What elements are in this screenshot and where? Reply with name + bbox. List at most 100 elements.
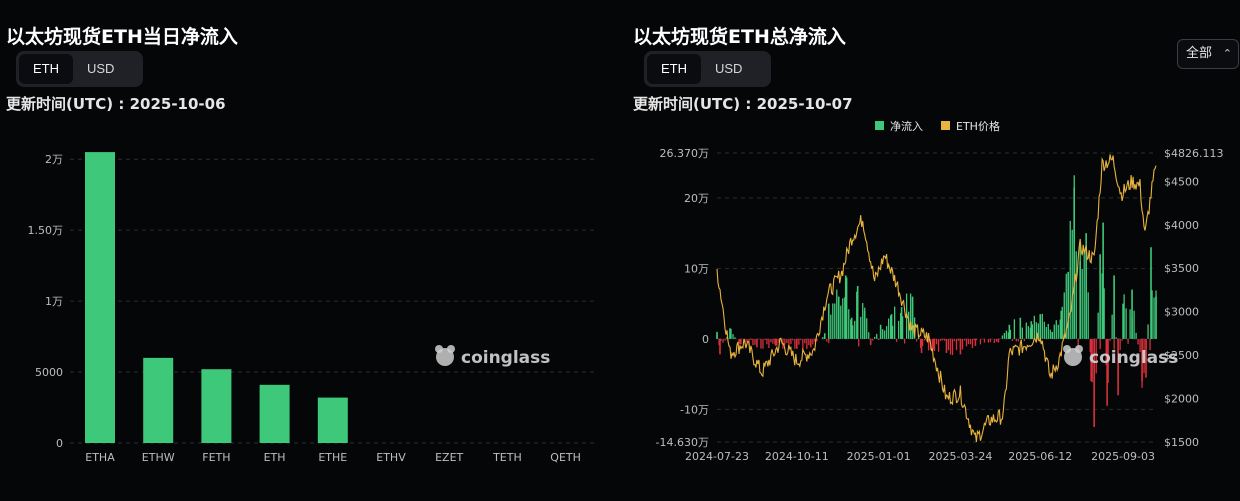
flow-bar <box>832 303 834 339</box>
flow-bar-key <box>932 338 935 350</box>
flow-bar <box>1147 324 1149 339</box>
range-select-value: 全部 <box>1186 46 1213 61</box>
flow-bar <box>939 338 942 341</box>
flow-bar-key <box>890 314 893 339</box>
flow-bar <box>1115 337 1117 339</box>
right-right-y-tick-label: $2000 <box>1164 393 1199 406</box>
price-line <box>716 154 1157 442</box>
flow-bar-key <box>796 338 798 349</box>
flow-bar <box>798 338 800 345</box>
flow-bar-key <box>863 310 866 339</box>
flow-bar-key <box>1079 261 1081 339</box>
flow-bar <box>941 338 944 341</box>
flow-bar <box>913 317 916 339</box>
flow-bar-key <box>1067 271 1069 339</box>
flow-bar <box>1057 324 1059 339</box>
flow-bar <box>975 338 978 341</box>
flow-bar <box>935 338 938 345</box>
left-y-tick-label: 1万 <box>45 295 63 308</box>
flow-bar <box>754 338 756 345</box>
flow-bar <box>1041 313 1043 339</box>
flow-bar <box>1105 338 1107 366</box>
flow-bar-key <box>837 296 840 339</box>
left-bar-feth <box>201 369 232 443</box>
left-y-tick-label: 1.50万 <box>28 224 64 237</box>
flow-bar <box>1043 321 1045 339</box>
flow-bar <box>724 338 726 341</box>
flow-bar <box>844 297 846 339</box>
flow-bar <box>868 332 870 339</box>
coinglass-watermark: coinglass <box>1063 345 1178 368</box>
flow-bar-key <box>1085 233 1087 339</box>
flow-bar <box>794 338 796 349</box>
coinglass-logo-ear-icon <box>1075 345 1083 353</box>
flow-bar <box>788 338 790 346</box>
flow-bar <box>846 277 848 339</box>
right-usd-button[interactable]: USD <box>715 61 743 76</box>
flow-bar <box>790 338 792 345</box>
flow-bar-key <box>809 338 812 348</box>
flow-bar <box>766 338 768 345</box>
flow-bar <box>1025 322 1027 339</box>
flow-bar <box>1015 338 1018 342</box>
flow-bar <box>1053 324 1055 339</box>
flow-bar <box>1075 251 1077 339</box>
flow-bar <box>899 312 902 339</box>
flow-bar <box>1021 327 1024 339</box>
flow-bar-key <box>1030 321 1033 339</box>
left-bar-chart: 0 5000 1万 1.50万 2万 ETHA ETHW FETH ETH ETHE ETHV EZE… <box>28 152 595 464</box>
flow-bar <box>1109 338 1111 341</box>
right-x-tick-label: 2025-06-12 <box>1008 450 1072 463</box>
flow-bar-key <box>729 328 731 339</box>
flow-bar <box>774 338 776 345</box>
left-updated-time: 更新时间(UTC) : 2025-10-06 <box>6 95 226 113</box>
right-eth-button[interactable]: ETH <box>647 54 701 84</box>
flow-bar <box>884 330 886 339</box>
flow-bar <box>951 338 954 355</box>
right-right-y-tick-label: $4500 <box>1164 175 1199 188</box>
flow-bar <box>1029 327 1031 339</box>
flow-bar <box>1001 335 1004 339</box>
flow-bar <box>1151 290 1153 339</box>
flow-bar-key <box>1051 331 1054 339</box>
right-left-y-tick-label: 26.370万 <box>660 147 710 160</box>
flow-bar <box>778 338 780 343</box>
coinglass-logo-ear-icon <box>1063 345 1071 353</box>
right-x-tick-label: 2025-01-01 <box>847 450 911 463</box>
flow-bar <box>1059 319 1061 339</box>
flow-bar-key <box>756 338 758 348</box>
flow-bar <box>953 338 956 342</box>
flow-bar <box>850 319 852 339</box>
flow-bar-key <box>1093 338 1095 427</box>
flow-bar-key <box>716 331 718 339</box>
flow-bar <box>726 336 728 339</box>
flow-bar <box>1153 297 1155 339</box>
right-x-tick-label: 2025-09-03 <box>1091 450 1155 463</box>
flow-bar <box>1087 292 1089 339</box>
flow-bar-key <box>959 338 962 355</box>
left-x-tick-label: TETH <box>492 451 522 464</box>
flow-bar <box>872 338 874 341</box>
flow-bar <box>734 337 736 339</box>
left-usd-button[interactable]: USD <box>87 61 115 76</box>
flow-bar <box>746 338 748 343</box>
flow-bar <box>965 338 968 347</box>
left-bar-eth <box>259 384 290 443</box>
flow-bar <box>840 305 842 339</box>
flow-bar <box>973 338 976 341</box>
left-x-tick-label: ETH <box>264 451 286 464</box>
flow-bar <box>1055 320 1057 339</box>
left-eth-button[interactable]: ETH <box>19 54 73 84</box>
range-select[interactable]: 全部 ⌃ <box>1177 39 1239 69</box>
flow-bar <box>1139 338 1141 353</box>
flow-bar <box>1061 306 1063 339</box>
flow-bar <box>1037 323 1039 339</box>
flow-bar <box>842 298 844 339</box>
legend-inflow-swatch <box>875 121 884 130</box>
flow-bar <box>1089 338 1091 352</box>
right-right-y-tick-label: $1500 <box>1164 436 1199 449</box>
flow-bar <box>995 338 998 342</box>
right-x-tick-label: 2024-07-23 <box>685 450 749 463</box>
flow-bar-key <box>900 307 903 339</box>
flow-bar-key <box>911 296 914 339</box>
